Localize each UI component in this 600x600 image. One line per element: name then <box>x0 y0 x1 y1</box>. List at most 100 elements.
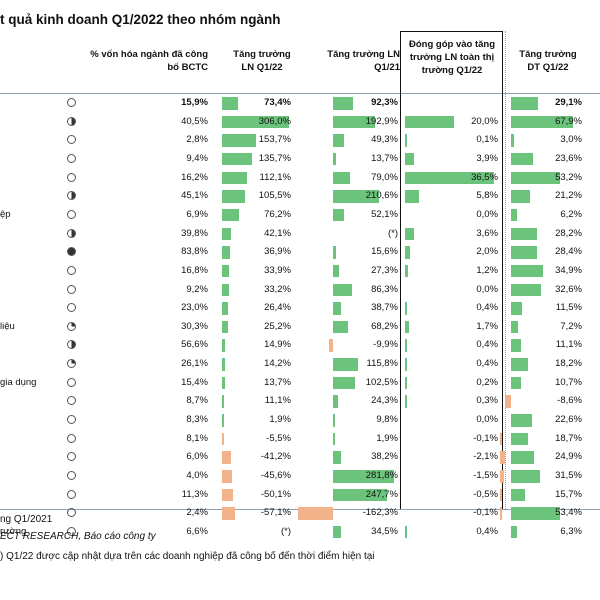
ln-growth-q121-value: 27,3% <box>371 264 398 276</box>
ln-growth-q121-value: (*) <box>387 227 398 239</box>
contribution-value: -2,1% <box>473 451 498 463</box>
coverage-pie-icon <box>67 489 76 499</box>
table-row: 16,2% 112,1% 79,0% 36,5% 53,2% <box>0 169 600 188</box>
coverage-pie-icon <box>67 471 76 480</box>
revenue-growth-bar <box>511 302 522 315</box>
ln-growth-value: 25,2% <box>264 320 291 332</box>
revenue-growth-bar <box>511 525 517 539</box>
ln-growth-value: 76,2% <box>264 208 291 220</box>
ln-growth-value: 42,1% <box>264 227 291 239</box>
ln-growth-value: 33,9% <box>264 264 291 276</box>
ln-growth-bar <box>222 283 230 296</box>
cap-ratio-cell: 2,4% <box>186 507 208 519</box>
contribution-bar <box>405 115 454 129</box>
ln-growth-q121-bar <box>333 246 337 259</box>
page-title: t quả kinh doanh Q1/2022 theo nhóm ngành <box>0 12 281 27</box>
table-row: 8,1% -5,5% 1,9% -0,1% 18,7% <box>0 430 600 449</box>
cap-ratio-cell: 26,1% <box>181 358 208 370</box>
coverage-pie-icon <box>67 153 76 163</box>
ln-growth-q121-bar <box>333 451 342 464</box>
ln-growth-bar <box>222 97 239 110</box>
ln-growth-bar <box>222 264 230 278</box>
revenue-growth-value: 31,5% <box>555 470 582 481</box>
revenue-growth-value: 18,2% <box>555 358 582 370</box>
ln-growth-value: 1,9% <box>269 414 291 426</box>
ln-growth-bar <box>222 302 228 315</box>
ln-growth-value: (*) <box>280 525 291 537</box>
ln-growth-q121-value: 192,9% <box>365 115 398 127</box>
contribution-value: -1,5% <box>473 470 498 481</box>
ln-growth-q121-value: 38,7% <box>371 302 398 314</box>
contribution-value: -0,1% <box>473 432 498 444</box>
cap-ratio-cell: 9,4% <box>186 152 208 164</box>
revenue-growth-bar <box>511 507 560 520</box>
table-row: gia dụng 15,4% 13,7% 102,5% 0,2% 10,7% <box>0 374 600 393</box>
revenue-growth-value: 6,2% <box>560 208 582 220</box>
revenue-growth-bar <box>511 208 517 222</box>
contribution-value: 0,4% <box>476 339 498 351</box>
ln-growth-q121-value: -9,9% <box>373 339 398 351</box>
revenue-growth-bar <box>511 190 531 203</box>
revenue-growth-value: 29,1% <box>555 97 582 108</box>
contribution-bar <box>405 320 410 334</box>
ln-growth-bar <box>222 470 232 483</box>
contribution-value: 3,6% <box>476 227 498 239</box>
contribution-value: 0,4% <box>476 302 498 314</box>
revenue-growth-bar <box>511 115 574 129</box>
table-row: 6,0% -41,2% 38,2% -2,1% 24,9% <box>0 448 600 467</box>
footnote-note: ) Q1/22 được cập nhật dựa trên các doanh… <box>0 551 375 562</box>
header-ln-growth: Tăng trưởng LN Q1/22 <box>233 49 291 73</box>
ln-growth-bar <box>222 208 239 222</box>
revenue-growth-value: 67,9% <box>555 115 582 127</box>
contribution-bar <box>405 339 407 352</box>
coverage-pie-icon <box>67 284 76 294</box>
ln-growth-q121-bar <box>333 97 354 110</box>
ln-growth-value: 105,5% <box>258 190 291 202</box>
ln-growth-q121-bar <box>333 264 339 278</box>
table-row: 4,0% -45,6% 281,8% -1,5% 31,5% <box>0 467 600 486</box>
contribution-bar <box>405 246 410 259</box>
contribution-value: 0,2% <box>476 376 498 388</box>
ln-growth-q121-value: 102,5% <box>365 376 398 388</box>
coverage-pie-icon <box>67 433 76 443</box>
ln-growth-q121-bar <box>333 134 344 147</box>
table-row: 23,0% 26,4% 38,7% 0,4% 11,5% <box>0 299 600 318</box>
contribution-bar <box>405 395 407 408</box>
revenue-growth-bar <box>511 264 543 278</box>
coverage-pie-icon <box>67 247 76 257</box>
contribution-bar <box>405 264 408 278</box>
cap-ratio-cell: 8,3% <box>186 414 208 426</box>
ln-growth-q121-bar <box>333 302 342 315</box>
contribution-bar <box>500 432 502 446</box>
ln-growth-q121-bar <box>333 414 336 427</box>
contribution-value: -0,1% <box>473 507 498 519</box>
ln-growth-q121-value: 92,3% <box>371 97 398 108</box>
row-label: liệu <box>0 320 15 332</box>
ln-growth-bar <box>222 432 224 446</box>
contribution-bar <box>405 302 407 315</box>
contribution-value: -0,5% <box>473 488 498 500</box>
coverage-pie-icon <box>67 452 76 462</box>
ln-growth-bar <box>222 134 256 147</box>
cap-ratio-cell: 39,8% <box>181 227 208 239</box>
coverage-pie-icon <box>67 172 76 182</box>
ln-growth-bar <box>222 152 252 166</box>
cap-ratio-cell: 56,6% <box>181 339 208 351</box>
ln-growth-q121-bar <box>333 470 395 483</box>
revenue-growth-bar <box>505 395 511 408</box>
ln-growth-q121-value: 210,6% <box>365 190 398 202</box>
contribution-value: 0,1% <box>476 134 498 146</box>
contribution-value: 20,0% <box>471 115 498 127</box>
contribution-bar <box>405 134 407 147</box>
ln-growth-bar <box>222 115 290 129</box>
coverage-pie-icon <box>67 359 76 369</box>
coverage-pie-icon <box>67 415 76 425</box>
table-row: 45,1% 105,5% 210,6% 5,8% 21,2% <box>0 187 600 206</box>
contribution-bar <box>500 507 502 520</box>
ln-growth-value: 73,4% <box>264 97 291 108</box>
ln-growth-q121-bar <box>333 525 341 539</box>
revenue-growth-value: 21,2% <box>555 190 582 202</box>
contribution-column-frame <box>400 31 503 509</box>
ln-growth-q121-value: 86,3% <box>371 283 398 295</box>
footnote-period: ng Q1/2021 <box>0 514 53 525</box>
